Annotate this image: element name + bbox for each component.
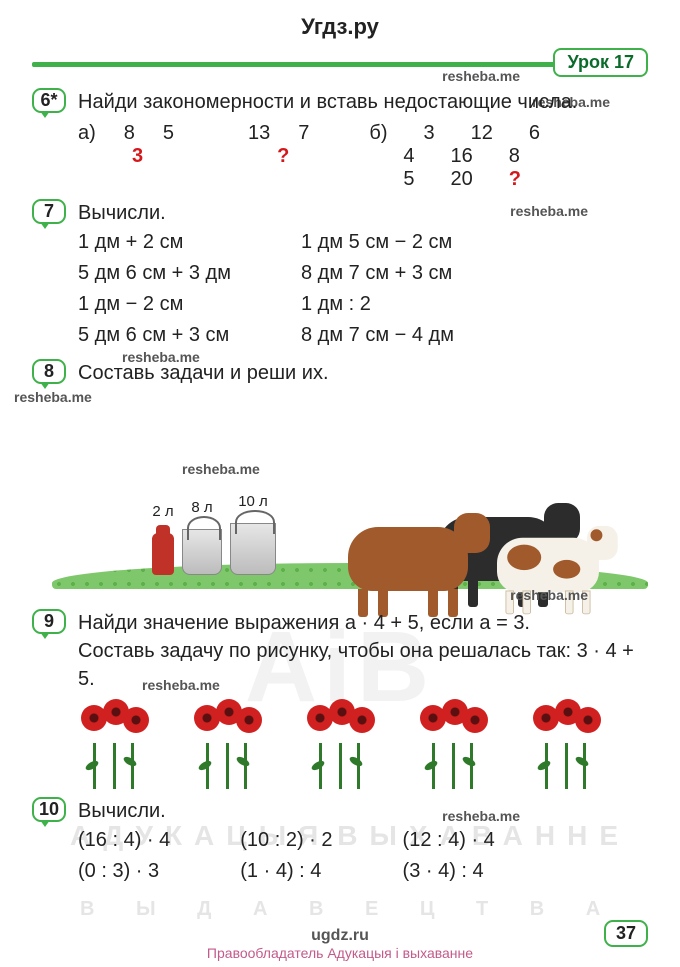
task-9: 9 Найди значение выражения a · 4 + 5, ес… [32,609,648,789]
cell: 20 [451,168,473,191]
label-a: а) [78,122,96,145]
cell: 12 [471,122,493,145]
calc10-col2: (10 : 2) · 2 (1 · 4) : 4 [240,825,332,887]
expr: 1 дм − 2 см [78,289,231,320]
bg-text-bottom: В Ы Д А В Е Ц Т В А [80,898,618,921]
bucket-icon [182,529,222,575]
expr: 1 дм : 2 [301,289,454,320]
cell: 7 [298,122,309,145]
flower-cluster-icon [69,699,159,789]
task9-line1: Найди значение выражения a · 4 + 5, если… [78,609,648,637]
watermark: resheba.me [142,677,220,693]
cow-brown-icon [348,527,468,591]
question-cell: ? [509,168,521,191]
task-6: 6* Найди закономерности и вставь недоста… [32,88,648,191]
cell: 5 [163,122,174,145]
footer-owner: Правообладатель Адукацыя і выхаванне [207,945,473,961]
task-number-badge: 8 [32,359,66,384]
expr: (1 · 4) : 4 [240,856,332,887]
label-b: б) [369,122,387,145]
cell: 8 [124,122,135,145]
task-number-badge: 10 [32,797,66,822]
expr: (10 : 2) · 2 [240,825,332,856]
flowers-row [32,699,648,789]
task-number-badge: 6* [32,88,66,113]
bucket-label: 8 л [191,499,212,516]
expr: 5 дм 6 см + 3 дм [78,258,231,289]
cell: 13 [248,122,270,145]
cell: 6 [529,122,540,145]
buckets-group: 2 л 8 л 10 л [152,523,276,575]
expr: 8 дм 7 см + 3 см [301,258,454,289]
task6-col-b: б) 3 12 6 4 16 8 5 20 ? [369,122,540,191]
cell: 3 [424,122,435,145]
task-8: 8 Составь задачи и реши их. resheba.me r… [32,359,648,601]
watermark: resheba.me [510,203,588,219]
cell: 5 [403,168,414,191]
question-cell: ? [277,145,289,168]
expr: (3 · 4) : 4 [403,856,495,887]
expr: (0 : 3) · 3 [78,856,170,887]
bucket-icon [230,523,276,575]
jug-label: 2 л [152,503,173,520]
task-number-badge: 7 [32,199,66,224]
task-text: Вычисли. [78,797,648,825]
calc10-col1: (16 : 4) · 4 (0 : 3) · 3 [78,825,170,887]
flower-cluster-icon [408,699,498,789]
expr: 5 дм 6 см + 3 см [78,320,231,351]
task-text: Составь задачи и реши их. [78,359,648,387]
expr: 1 дм + 2 см [78,227,231,258]
calc-col-right: 1 дм 5 см − 2 см 8 дм 7 см + 3 см 1 дм :… [301,227,454,351]
top-site-header: Угдз.ру [32,14,648,40]
lesson-badge: Урок 17 [553,48,648,77]
watermark: resheba.me [510,587,588,603]
task-7: 7 Вычисли. resheba.me 1 дм + 2 см 5 дм 6… [32,199,648,351]
task-number-badge: 9 [32,609,66,634]
expr: 8 дм 7 см − 4 дм [301,320,454,351]
page-number: 37 [604,920,648,947]
calc-col-left: 1 дм + 2 см 5 дм 6 см + 3 дм 1 дм − 2 см… [78,227,231,351]
answer-cell: 3 [132,145,143,168]
watermark: resheba.me [182,461,260,477]
expr: (16 : 4) · 4 [78,825,170,856]
cell: 4 [403,145,414,168]
flower-cluster-icon [182,699,272,789]
bucket-label: 10 л [238,493,268,510]
expr: (12 : 4) · 4 [403,825,495,856]
task-10: 10 Вычисли. (16 : 4) · 4 (0 : 3) · 3 (10… [32,797,648,887]
expr: 1 дм 5 см − 2 см [301,227,454,258]
jug-icon [152,533,174,575]
footer-site: ugdz.ru [311,927,369,945]
flower-cluster-icon [295,699,385,789]
calc10-col3: (12 : 4) · 4 (3 · 4) : 4 [403,825,495,887]
flower-cluster-icon [521,699,611,789]
task6-col-a: а) 8 5 13 7 3 ? [78,122,309,191]
watermark: resheba.me [442,68,520,84]
task-text: Найди закономерности и вставь недостающи… [78,88,648,116]
cell: 8 [509,145,520,168]
task8-scene: resheba.me 2 л 8 л 10 л [32,391,648,601]
cow-calf-icon [497,538,599,592]
cell: 16 [451,145,473,168]
lesson-bar: Урок 17 [32,48,648,82]
